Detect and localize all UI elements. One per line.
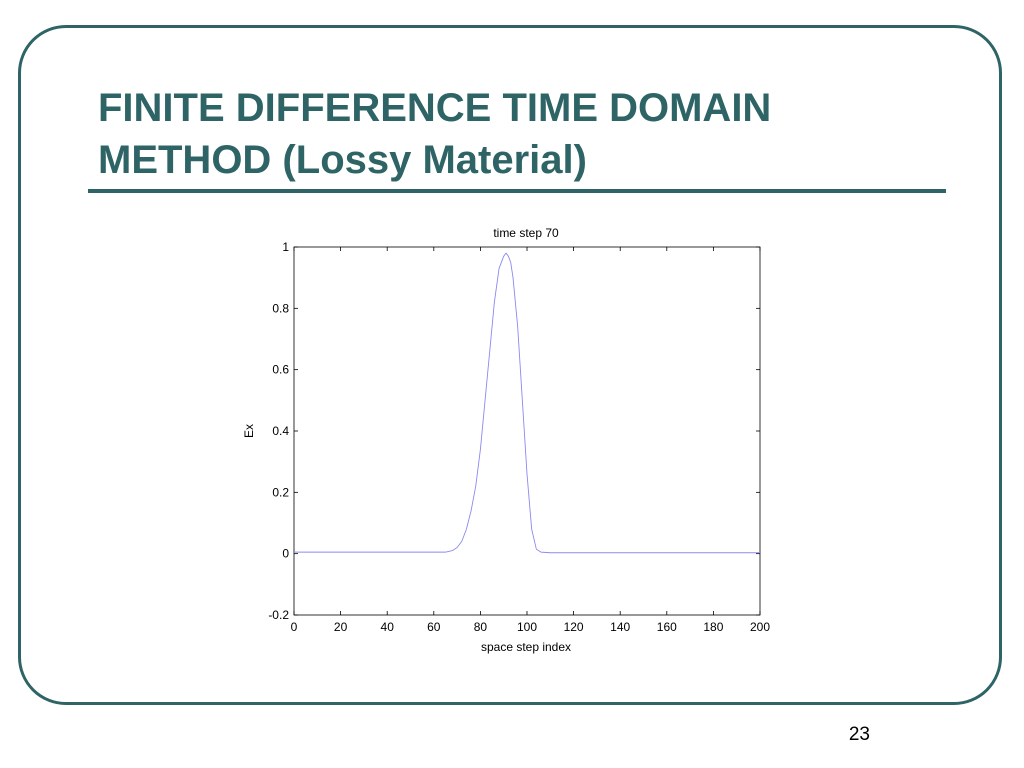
y-tick-label: 1: [282, 240, 289, 254]
x-axis-ticks: 0 20 40 60 80 100 120 140 160 180 200: [291, 247, 770, 634]
y-tick-label: 0.8: [272, 301, 289, 315]
y-tick-label: 0.4: [272, 424, 289, 438]
y-axis-label: Ex: [242, 424, 256, 438]
y-tick-label: 0.2: [272, 485, 289, 499]
plot-area: [293, 246, 761, 616]
slide-title-line-1: FINITE DIFFERENCE TIME DOMAIN: [98, 86, 772, 130]
y-tick-label: 0: [282, 547, 289, 561]
x-tick-label: 40: [381, 620, 395, 634]
x-tick-label: 140: [610, 620, 630, 634]
x-tick-label: 80: [474, 620, 488, 634]
x-tick-label: 20: [334, 620, 348, 634]
y-tick-label: -0.2: [268, 608, 289, 622]
x-tick-label: 160: [657, 620, 677, 634]
ex-field-line: [294, 252, 760, 554]
fdtd-line-chart: time step 70 0 20 40 60 80 100 120 140 160 180 200…: [242, 226, 770, 654]
slide-title: FINITE DIFFERENCE TIME DOMAIN METHOD (Lo…: [98, 82, 958, 186]
x-tick-label: 100: [517, 620, 537, 634]
x-axis-label: space step index: [481, 640, 571, 654]
x-tick-label: 200: [750, 620, 770, 634]
x-tick-label: 120: [564, 620, 584, 634]
series-layer: [294, 252, 760, 554]
y-axis-ticks: -0.2 0 0.2 0.4 0.6 0.8 1: [268, 240, 760, 622]
x-tick-label: 180: [703, 620, 723, 634]
x-tick-label: 60: [427, 620, 441, 634]
y-tick-label: 0.6: [272, 363, 289, 377]
x-tick-label: 0: [291, 620, 298, 634]
chart-title: time step 70: [493, 226, 559, 240]
page-number: 23: [848, 724, 870, 745]
title-underline: [88, 189, 946, 193]
slide-frame: [18, 25, 1002, 705]
slide-title-line-2: METHOD (Lossy Material): [98, 138, 587, 182]
